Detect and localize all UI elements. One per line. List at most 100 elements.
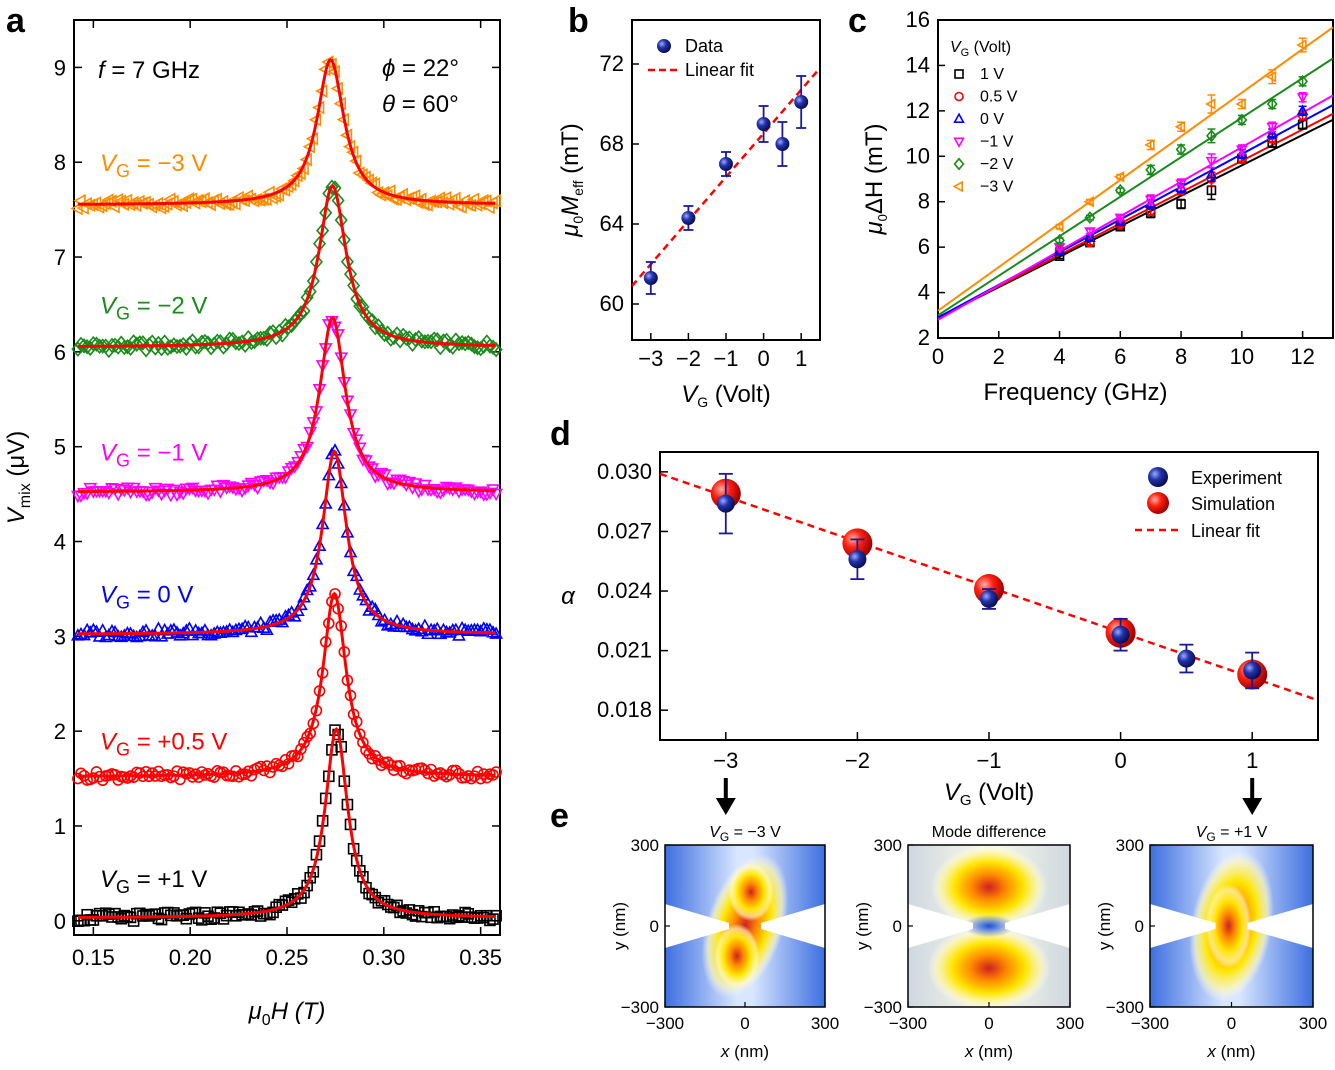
series-label: VG = −2 V (100, 292, 207, 323)
x-tick-label: −300 (1131, 1014, 1169, 1033)
y-tick-label: 64 (600, 211, 624, 236)
x-tick-label: 0.35 (459, 945, 502, 970)
data-point (223, 331, 237, 347)
x-axis-label: x (nm) (1206, 1042, 1255, 1061)
map-content (665, 845, 825, 1007)
x-tick-label: 0 (757, 346, 769, 371)
data-point (365, 463, 380, 476)
data-point (643, 271, 658, 285)
legend-label: 0.5 V (980, 89, 1018, 106)
x-axis-label: x (nm) (964, 1042, 1013, 1061)
data-point (329, 588, 341, 600)
data-point (353, 298, 367, 314)
data-point (1114, 213, 1127, 225)
x-tick-label: −1 (713, 346, 738, 371)
legend-label-fit: Linear fit (1191, 521, 1260, 541)
y-tick-label: 0.024 (597, 578, 652, 603)
legend-label: −1 V (980, 134, 1014, 151)
data-point (455, 334, 469, 351)
legend-label-data: Data (685, 36, 724, 56)
data-point (1266, 127, 1278, 138)
data-point (419, 764, 431, 776)
experiment-point (1177, 649, 1196, 668)
data-point (1206, 129, 1217, 143)
x-tick-label: −300 (646, 1014, 684, 1033)
data-point (260, 622, 274, 635)
data-point (294, 305, 308, 321)
data-point (151, 335, 165, 352)
data-point (158, 334, 172, 350)
data-point (458, 622, 472, 636)
y-axis-label: y (nm) (610, 902, 629, 950)
center-blue (963, 914, 1015, 938)
y-tick-label: 4 (54, 530, 66, 555)
y-tick-label: 0 (650, 917, 659, 936)
data-point (794, 95, 809, 109)
x-tick-label: 0 (984, 1014, 993, 1033)
data-point (1175, 181, 1187, 193)
data-point (481, 771, 493, 784)
data-point (719, 157, 733, 171)
hotspot-lower (927, 926, 1051, 1007)
y-tick-label: 6 (54, 340, 66, 365)
notch-left (1150, 904, 1216, 948)
y-tick-label: 0.030 (597, 459, 652, 484)
fit-line (77, 727, 496, 919)
data-point (427, 331, 441, 347)
arrow-minus3-head (715, 798, 736, 815)
data-point (295, 743, 307, 755)
x-tick-label: 0 (1227, 1014, 1236, 1033)
fit-line (77, 58, 496, 206)
x-tick-label: 300 (811, 1014, 839, 1033)
panel-label-b: b (568, 2, 589, 40)
y-tick-label: 2 (54, 719, 66, 744)
data-point (182, 336, 196, 352)
y-tick-label: 5 (54, 435, 66, 460)
data-point (343, 409, 358, 422)
x-tick-label: −3 (713, 748, 738, 773)
data-point (359, 455, 373, 468)
data-point (1205, 167, 1218, 179)
data-point (408, 478, 423, 491)
data-point (294, 451, 308, 464)
data-point (98, 629, 113, 643)
data-point (452, 486, 466, 499)
legend-label-experiment: Experiment (1191, 468, 1282, 488)
data-point (303, 283, 317, 300)
y-tick-label: −300 (1106, 998, 1144, 1017)
arrow-plus1-head (1242, 798, 1263, 815)
data-point (210, 333, 224, 350)
legend-label: −3 V (980, 179, 1014, 196)
data-point (130, 336, 144, 352)
data-point (92, 629, 107, 642)
data-point (1144, 195, 1157, 206)
x-tick-label: 1 (1246, 748, 1258, 773)
data-point (343, 266, 358, 282)
y-tick-label: 4 (918, 280, 930, 305)
x-axis-label: x (nm) (720, 1042, 769, 1061)
series-3: VG = 0 V (71, 443, 503, 643)
data-point (1084, 231, 1096, 243)
legend-marker (954, 91, 964, 102)
data-point (1266, 122, 1278, 134)
data-point (1236, 145, 1248, 156)
data-point (1236, 147, 1248, 159)
data-point (304, 871, 317, 884)
fit-line (937, 26, 1334, 312)
data-point (489, 488, 503, 502)
data-point (250, 482, 265, 496)
x-tick-label: 0.20 (169, 945, 212, 970)
map-title: Mode difference (932, 824, 1047, 841)
notch-right (1247, 904, 1313, 948)
experiment-point (980, 589, 998, 608)
data-point (83, 482, 98, 496)
panel-label-a: a (6, 2, 26, 40)
data-point (213, 486, 228, 499)
data-point (1296, 104, 1309, 115)
fit-line (77, 449, 496, 636)
fit-line (77, 184, 496, 348)
data-point (471, 765, 484, 778)
x-tick-label: 6 (1114, 344, 1126, 369)
data-point (1205, 98, 1216, 110)
